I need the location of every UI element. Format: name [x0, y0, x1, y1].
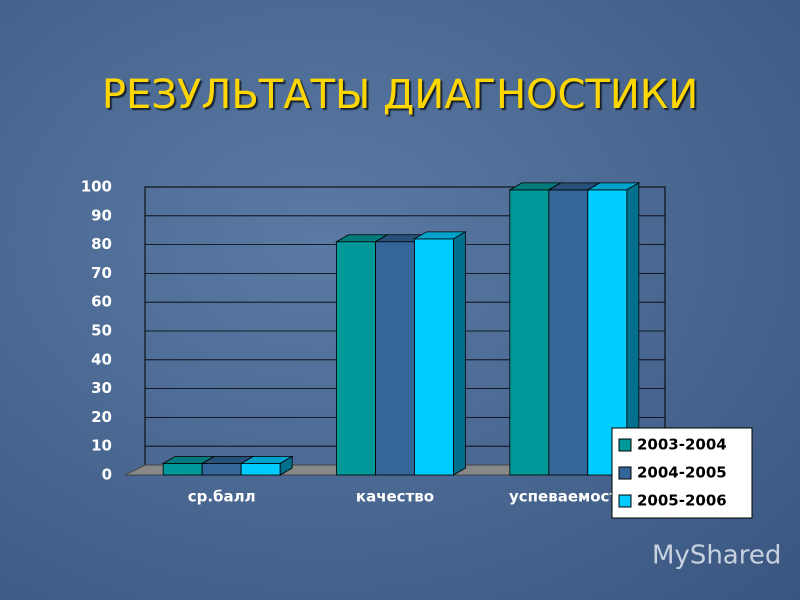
y-tick-label: 0 [102, 466, 112, 484]
legend-label: 2005-2006 [637, 492, 727, 510]
bar [509, 189, 550, 476]
x-tick-label: успеваемость [509, 488, 628, 506]
y-tick-label: 30 [91, 379, 112, 397]
y-tick-label: 100 [81, 178, 112, 196]
y-tick-label: 40 [91, 350, 112, 368]
watermark: MyShared [652, 541, 781, 571]
y-tick-label: 80 [91, 235, 112, 253]
legend-label: 2004-2005 [637, 464, 727, 482]
bar-side [279, 455, 293, 476]
legend-swatch [618, 466, 632, 480]
bar [375, 241, 415, 476]
chart-title: РЕЗУЛЬТАТЫ ДИАГНОСТИКИ [102, 72, 698, 118]
bar [201, 463, 242, 476]
y-tick-label: 20 [91, 408, 112, 426]
y-tick-label: 50 [91, 322, 112, 340]
bar [240, 463, 281, 476]
y-tick-label: 90 [91, 206, 112, 224]
legend-swatch [618, 438, 632, 452]
legend-label: 2003-2004 [637, 436, 727, 454]
y-tick-label: 70 [91, 264, 112, 282]
legend-swatch [618, 494, 632, 508]
bar [587, 189, 628, 476]
bar [162, 463, 203, 476]
y-tick-label: 10 [91, 437, 112, 455]
bar [336, 241, 376, 476]
bar [548, 189, 589, 476]
x-tick-label: качество [356, 488, 434, 506]
bar-side [453, 231, 466, 476]
y-tick-label: 60 [91, 293, 112, 311]
bar [414, 238, 454, 476]
legend-box [611, 427, 753, 519]
x-tick-label: ср.балл [188, 488, 256, 506]
